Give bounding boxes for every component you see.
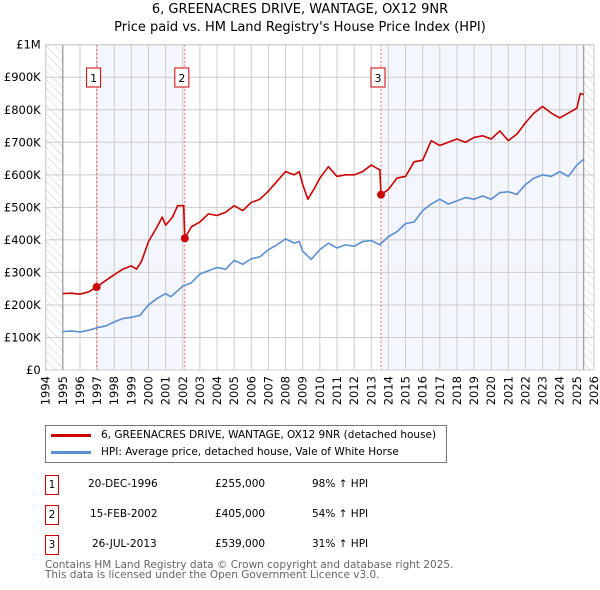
x-tick-label: 2020: [484, 376, 498, 405]
x-tick-label: 2017: [433, 376, 447, 405]
sale-date: 15-FEB-2002: [90, 508, 158, 520]
x-tick-label: 2006: [244, 376, 258, 405]
sale-date: 20-DEC-1996: [88, 478, 158, 490]
x-tick-label: 1994: [39, 376, 53, 405]
legend: 6, GREENACRES DRIVE, WANTAGE, OX12 9NR (…: [45, 425, 447, 463]
x-tick-label: 2010: [313, 376, 327, 405]
x-tick-label: 2016: [416, 376, 430, 405]
sale-marker-box: [86, 67, 102, 88]
chart-title: 6, GREENACRES DRIVE, WANTAGE, OX12 9NR: [151, 2, 449, 17]
y-tick-label: £900K: [4, 70, 41, 84]
footer: Contains HM Land Registry data © Crown c…: [45, 559, 454, 581]
sale-number: 1: [45, 475, 59, 495]
y-tick-label: £400K: [4, 233, 41, 247]
sale-point: [377, 190, 386, 199]
sale-marker-box: [370, 67, 386, 88]
sale-marker-box: [174, 67, 190, 88]
x-tick-label: 2004: [210, 376, 224, 405]
plot-border: [45, 44, 595, 371]
sale-number: 3: [45, 535, 59, 555]
sale-price: £255,000: [215, 478, 266, 490]
x-tick-label: 2019: [467, 376, 481, 405]
y-tick-label: £1M: [16, 38, 41, 52]
legend-label: HPI: Average price, detached house, Vale…: [101, 446, 399, 458]
y-tick-label: £700K: [4, 135, 41, 149]
y-tick-label: £300K: [4, 265, 41, 279]
y-tick-label: £500K: [4, 200, 41, 214]
sale-marker-number: 2: [178, 72, 185, 85]
sale-point: [180, 234, 189, 243]
x-tick-label: 2008: [279, 376, 293, 405]
x-tick-label: 2026: [587, 376, 600, 405]
series-line: [62, 92, 584, 296]
x-tick-label: 2011: [330, 376, 344, 405]
x-tick-label: 2022: [518, 376, 532, 405]
x-tick-label: 1997: [90, 376, 104, 405]
x-tick-label: 1999: [124, 376, 138, 405]
x-tick-label: 2012: [347, 376, 361, 405]
x-tick-label: 2000: [142, 376, 156, 405]
x-tick-label: 1998: [107, 376, 121, 405]
legend-swatch-blue: [51, 450, 91, 454]
x-tick-label: 2003: [193, 376, 207, 405]
y-tick-label: £800K: [4, 103, 41, 117]
y-tick-label: £0: [26, 363, 41, 377]
x-tick-label: 2018: [450, 376, 464, 405]
series-line: [62, 158, 585, 333]
x-tick-label: 2007: [261, 376, 275, 405]
sale-hpi: 31% ↑ HPI: [312, 538, 369, 550]
y-tick-label: £600K: [4, 168, 41, 182]
x-tick-label: 2025: [570, 376, 584, 405]
x-tick-label: 2021: [501, 376, 515, 405]
legend-label: 6, GREENACRES DRIVE, WANTAGE, OX12 9NR (…: [101, 429, 437, 441]
sale-point: [92, 283, 101, 292]
x-tick-label: 2015: [399, 376, 413, 405]
sale-date: 26-JUL-2013: [92, 538, 157, 550]
sale-price: £539,000: [215, 538, 266, 550]
x-tick-label: 2013: [364, 376, 378, 405]
sale-price: £405,000: [215, 508, 266, 520]
price-chart: 1994 1995 1996 1997 1998 1999 2000 2001 2002 2003…: [4, 38, 600, 406]
sale-hpi: 54% ↑ HPI: [312, 508, 369, 520]
footer-copyright: Contains HM Land Registry data © Crown c…: [45, 559, 454, 571]
x-tick-label: 2005: [227, 376, 241, 405]
sale-marker-number: 1: [90, 72, 97, 85]
sale-marker-number: 3: [375, 72, 382, 85]
chart-subtitle: Price paid vs. HM Land Registry's House …: [114, 20, 486, 35]
y-tick-label: £200K: [4, 298, 41, 312]
sale-number: 2: [45, 505, 59, 525]
legend-item-property: 6, GREENACRES DRIVE, WANTAGE, OX12 9NR (…: [51, 429, 436, 441]
legend-swatch-red: [51, 433, 91, 437]
footer-licence: This data is licensed under the Open Gov…: [45, 569, 380, 581]
x-tick-label: 2014: [381, 376, 395, 405]
sale-hpi: 98% ↑ HPI: [312, 478, 369, 490]
y-tick-label: £100K: [4, 330, 41, 344]
x-tick-label: 2023: [536, 376, 550, 405]
x-tick-label: 2024: [553, 376, 567, 405]
x-tick-label: 2002: [176, 376, 190, 405]
x-tick-label: 1995: [56, 376, 70, 405]
legend-item-hpi: HPI: Average price, detached house, Vale…: [51, 446, 399, 458]
x-tick-label: 1996: [73, 376, 87, 405]
x-tick-label: 2001: [159, 376, 173, 405]
x-tick-label: 2009: [296, 376, 310, 405]
